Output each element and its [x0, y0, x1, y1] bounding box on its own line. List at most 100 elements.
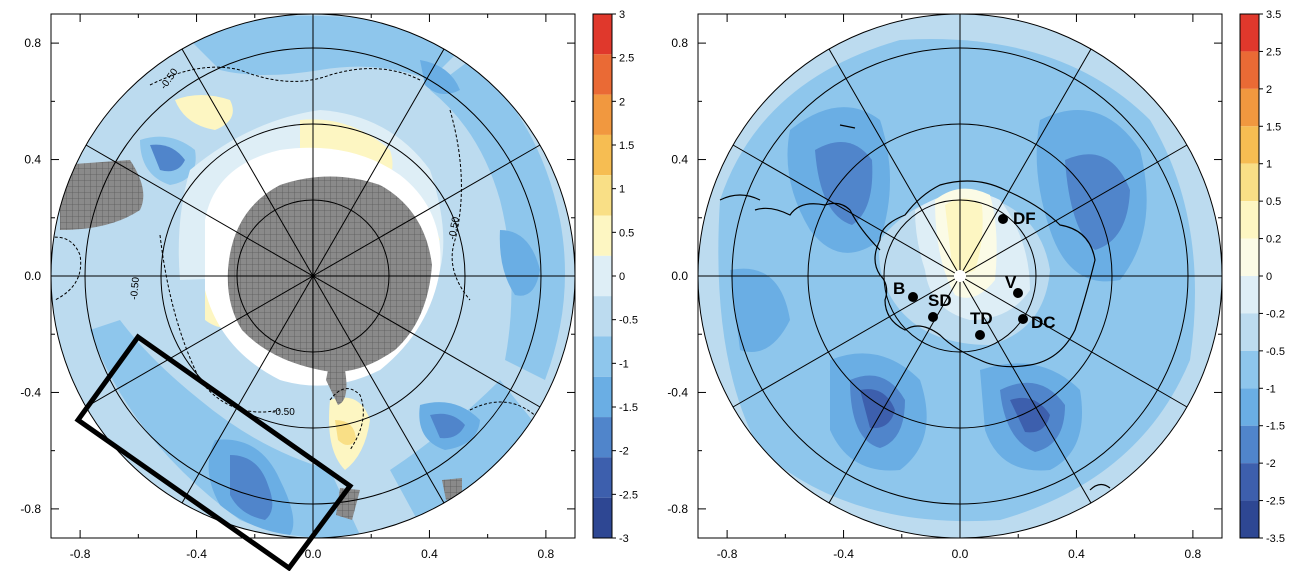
x-tick-label: 0.0	[305, 547, 322, 561]
colorbar-swatch	[1240, 238, 1259, 276]
colorbar-label: -1	[619, 358, 629, 370]
colorbar-swatch	[1240, 425, 1259, 464]
colorbar-label: 3.5	[1266, 9, 1281, 21]
x-tick-label: 0.4	[421, 547, 438, 561]
y-tick-label: 0.4	[671, 153, 688, 167]
colorbar-swatch	[1240, 313, 1259, 351]
colorbar-label: 2.5	[619, 53, 634, 65]
x-tick-label: -0.8	[717, 547, 738, 561]
station-SD: SD	[928, 291, 952, 322]
colorbar-label: 2	[619, 96, 625, 108]
x-tick-label: -0.4	[186, 547, 207, 561]
colorbar-swatch	[1240, 463, 1259, 501]
colorbar-swatch	[593, 376, 612, 418]
colorbar-label: -2	[1266, 458, 1276, 470]
colorbar-swatch	[593, 497, 612, 538]
colorbar-label: -1.5	[619, 402, 638, 414]
y-tick-label: 0.0	[24, 269, 41, 283]
colorbar-label: 1	[619, 184, 625, 196]
y-tick-label: -0.8	[20, 502, 41, 516]
colorbar-label: -2	[619, 446, 629, 458]
y-tick-label: 0.8	[24, 36, 41, 50]
colorbar-label: 1	[1266, 159, 1272, 171]
x-tick-label: 0.8	[538, 547, 555, 561]
colorbar-swatch	[593, 134, 612, 176]
colorbar-label: 0	[1266, 271, 1272, 283]
left-anomaly-field	[51, 14, 575, 538]
colorbar-swatch	[593, 417, 612, 458]
colorbar-label: -0.2	[1266, 308, 1285, 320]
station-label: DC	[1031, 313, 1056, 332]
right-axes: -0.8 -0.4 0.0 0.4 0.8 0.8 0.4 0.0 -0.4 -0.8	[667, 14, 1222, 561]
colorbar-swatch	[1240, 388, 1259, 426]
left-axes: -0.8 -0.4 0.0 0.4 0.8 0.8 0.4 0.0 -0.4 -0.8	[20, 14, 575, 561]
colorbar-swatch	[1240, 201, 1259, 239]
right-map-panel: DF V DC TD SD B -0.8 -0.4 0.0 0	[667, 9, 1285, 561]
colorbar-label: -0.5	[1266, 346, 1285, 358]
colorbar-swatch	[1240, 276, 1259, 314]
colorbar-swatch	[593, 296, 612, 337]
colorbar-label: 2.5	[1266, 46, 1281, 58]
station-label: V	[1005, 273, 1017, 292]
region-box	[74, 333, 354, 572]
station-DF: DF	[998, 209, 1036, 228]
left-map-panel: -0.50 -0.50 -0.50 -0.50 -0.8 -0.4 0.0 0.4 0.…	[20, 9, 638, 572]
colorbar-label: 0	[619, 271, 625, 283]
colorbar-label: -3.5	[1266, 533, 1285, 545]
coastline	[719, 124, 1111, 491]
x-tick-label: 0.4	[1068, 547, 1085, 561]
colorbar-swatch	[593, 215, 612, 256]
left-colorbar: 3 2.5 2 1.5 1 0.5 0 -0.5 -1 -1.5 -2 -2.5 -3	[592, 9, 638, 545]
colorbar-label: 2	[1266, 84, 1272, 96]
colorbar-label: -3	[619, 533, 629, 545]
colorbar-label: 1.5	[619, 140, 634, 152]
colorbar-swatch	[593, 336, 612, 377]
station-TD: TD	[970, 309, 993, 340]
x-tick-label: 0.0	[952, 547, 969, 561]
colorbar-swatch	[593, 54, 612, 95]
y-tick-label: 0.8	[671, 36, 688, 50]
colorbar-label: 0.2	[1266, 234, 1281, 246]
contour-label: -0.50	[447, 216, 462, 241]
right-anomaly-field	[698, 14, 1222, 538]
station-label: B	[893, 279, 905, 298]
x-tick-label: -0.4	[833, 547, 854, 561]
colorbar-label: -1.5	[1266, 421, 1285, 433]
colorbar-label: -2.5	[1266, 496, 1285, 508]
colorbar-swatch	[1240, 88, 1259, 127]
station-V: V	[1005, 273, 1023, 298]
station-label: DF	[1013, 209, 1036, 228]
colorbar-swatch	[593, 175, 612, 216]
colorbar-label: 1.5	[1266, 121, 1281, 133]
colorbar-swatch	[1240, 14, 1259, 52]
y-tick-label: -0.4	[20, 385, 41, 399]
station-label: TD	[970, 309, 993, 328]
colorbar-swatch	[1240, 163, 1259, 202]
colorbar-label: -2.5	[619, 489, 638, 501]
colorbar-swatch	[1240, 51, 1259, 89]
colorbar-swatch	[593, 14, 612, 55]
y-tick-label: -0.8	[667, 502, 688, 516]
y-tick-label: -0.4	[667, 385, 688, 399]
station-DC: DC	[1018, 313, 1056, 332]
contour-label: -0.50	[272, 407, 295, 418]
colorbar-swatch	[593, 94, 612, 135]
station-label: SD	[928, 291, 952, 310]
ice-core-stations: DF V DC TD SD B	[893, 209, 1056, 340]
colorbar-label: 0.5	[1266, 196, 1281, 208]
colorbar-swatch	[593, 255, 612, 297]
x-tick-label: 0.8	[1185, 547, 1202, 561]
x-tick-label: -0.8	[70, 547, 91, 561]
colorbar-label: -0.5	[619, 315, 638, 327]
right-colorbar: 3.5 2.5 2 1.5 1 0.5 0.2 0 -0.2 -0.5 -1 -1.5 -2 -2.5 -3…	[1239, 9, 1285, 545]
y-tick-label: 0.0	[671, 269, 688, 283]
colorbar-label: 0.5	[619, 227, 634, 239]
colorbar-swatch	[1240, 500, 1259, 538]
station-B: B	[893, 279, 918, 302]
colorbar-label: -1	[1266, 383, 1276, 395]
colorbar-swatch	[593, 457, 612, 498]
left-polar-grid	[51, 14, 575, 538]
colorbar-swatch	[1240, 126, 1259, 164]
